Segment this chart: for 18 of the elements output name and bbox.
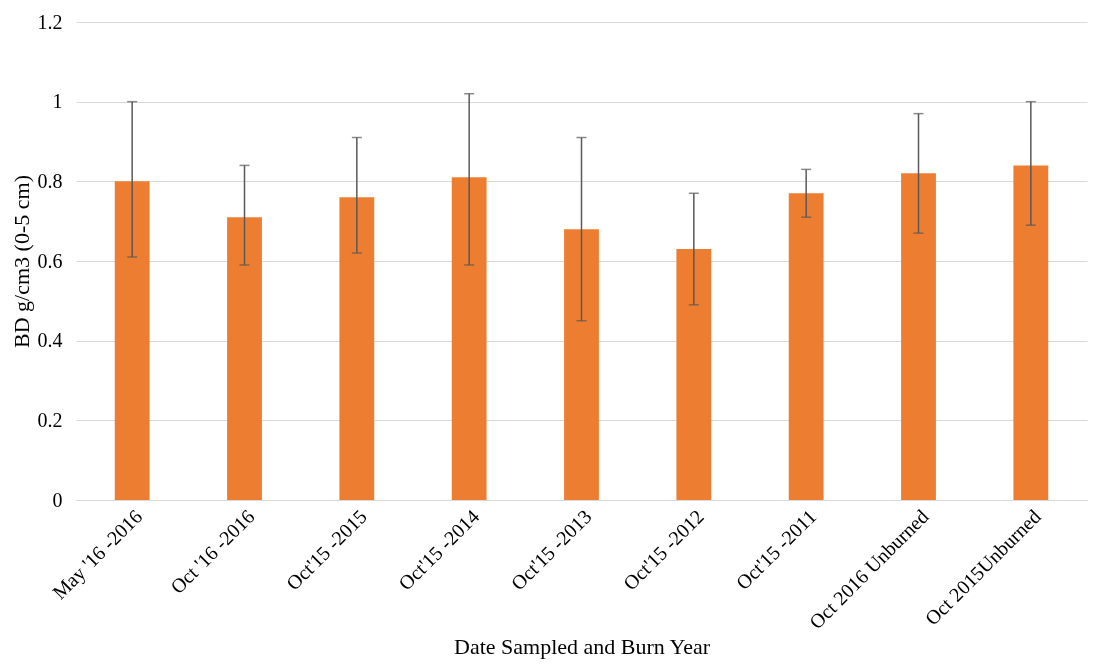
- y-tick-label: 1.2: [37, 10, 63, 33]
- bar: [114, 181, 150, 500]
- bar: [901, 173, 936, 500]
- bar: [451, 177, 487, 500]
- y-tick-label: 0: [52, 488, 63, 511]
- y-tick-label: 1: [52, 90, 63, 113]
- x-axis-title: Date Sampled and Burn Year: [453, 633, 711, 659]
- y-tick-label: 0.8: [37, 169, 63, 192]
- y-tick-label: 0.6: [37, 249, 63, 272]
- bar: [564, 229, 599, 500]
- bar: [227, 217, 262, 500]
- bar: [788, 193, 824, 500]
- bar: [1013, 165, 1049, 500]
- bar: [676, 249, 712, 500]
- y-tick-label: 0.2: [37, 408, 63, 431]
- y-tick-label: 0.4: [37, 329, 63, 352]
- bar: [339, 197, 375, 500]
- y-axis-title: BD g/cm3 (0-5 cm): [8, 175, 34, 348]
